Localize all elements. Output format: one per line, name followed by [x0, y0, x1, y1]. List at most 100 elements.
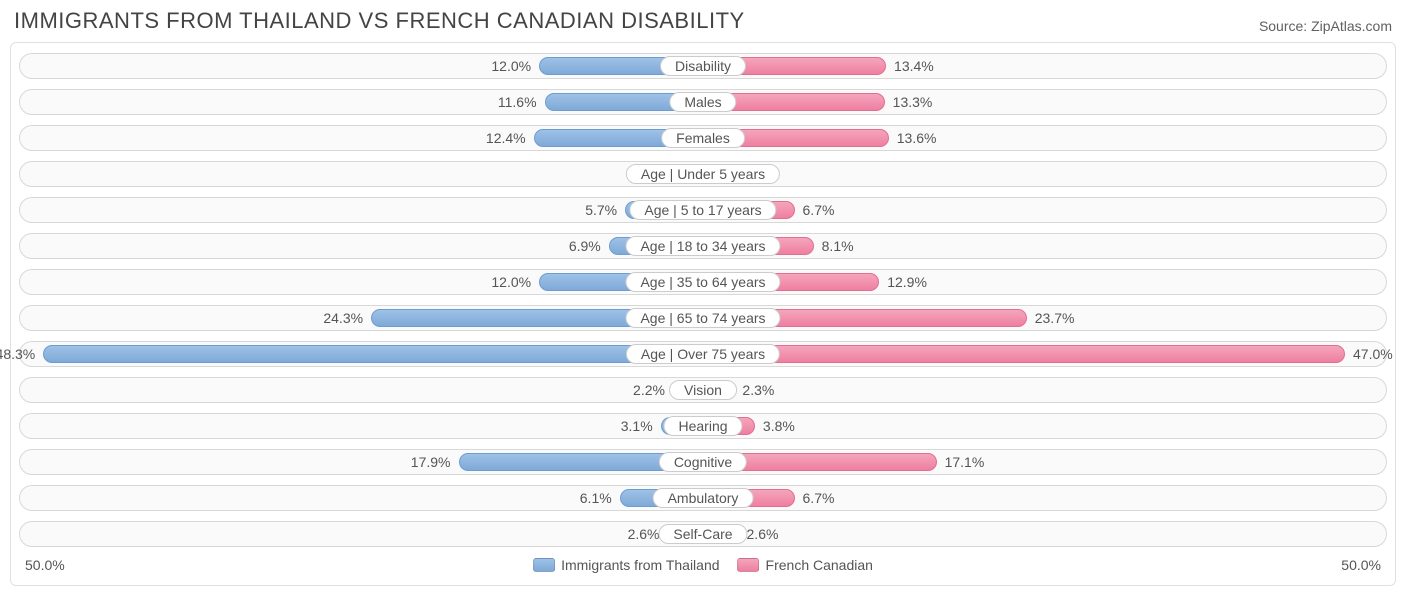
row-half-left: 24.3%: [20, 306, 703, 330]
legend-item-right: French Canadian: [738, 557, 873, 573]
legend-item-left: Immigrants from Thailand: [533, 557, 719, 573]
row-half-right: 6.7%: [703, 198, 1386, 222]
pct-right: 13.4%: [894, 58, 934, 74]
row-half-right: 23.7%: [703, 306, 1386, 330]
row-label: Age | 65 to 74 years: [625, 308, 780, 328]
pct-right: 6.7%: [803, 490, 835, 506]
pct-right: 13.6%: [897, 130, 937, 146]
row-half-right: 13.3%: [703, 90, 1386, 114]
pct-left: 6.1%: [580, 490, 612, 506]
pct-left: 12.0%: [491, 58, 531, 74]
chart-row: 17.9% 17.1% Cognitive: [19, 449, 1387, 475]
row-half-left: 1.2%: [20, 162, 703, 186]
pct-right: 3.8%: [763, 418, 795, 434]
pct-left: 24.3%: [323, 310, 363, 326]
row-half-left: 11.6%: [20, 90, 703, 114]
row-label: Disability: [660, 56, 746, 76]
pct-right: 23.7%: [1035, 310, 1075, 326]
row-half-left: 12.4%: [20, 126, 703, 150]
row-half-left: 6.9%: [20, 234, 703, 258]
row-half-right: 8.1%: [703, 234, 1386, 258]
pct-right: 12.9%: [887, 274, 927, 290]
row-label: Vision: [669, 380, 737, 400]
row-half-right: 17.1%: [703, 450, 1386, 474]
row-half-left: 12.0%: [20, 270, 703, 294]
chart-row: 12.4% 13.6% Females: [19, 125, 1387, 151]
pct-left: 2.6%: [628, 526, 660, 542]
source-name: ZipAtlas.com: [1311, 18, 1392, 34]
chart-footer: 50.0% Immigrants from Thailand French Ca…: [19, 553, 1387, 575]
pct-left: 11.6%: [498, 94, 537, 110]
chart-row: 48.3%47.0%Age | Over 75 years: [19, 341, 1387, 367]
row-half-right: 2.3%: [703, 378, 1386, 402]
rows-container: 12.0% 13.4% Disability 11.6% 13.3% Males 12.4%…: [19, 53, 1387, 547]
row-half-right: 6.7%: [703, 486, 1386, 510]
chart-row: 5.7% 6.7% Age | 5 to 17 years: [19, 197, 1387, 223]
row-label: Hearing: [663, 416, 742, 436]
pct-right: 13.3%: [893, 94, 933, 110]
pct-left: 2.2%: [633, 382, 665, 398]
bar-left: [43, 345, 703, 363]
pct-left: 3.1%: [621, 418, 653, 434]
row-half-right: 12.9%: [703, 270, 1386, 294]
source-attrib: Source: ZipAtlas.com: [1259, 18, 1392, 34]
pct-right: 47.0%: [1353, 346, 1393, 362]
page-title: IMMIGRANTS FROM THAILAND VS FRENCH CANAD…: [14, 8, 745, 34]
row-half-right: 13.6%: [703, 126, 1386, 150]
header: IMMIGRANTS FROM THAILAND VS FRENCH CANAD…: [10, 8, 1396, 42]
row-half-left: 48.3%: [20, 342, 703, 366]
scale-label-right: 50.0%: [1341, 557, 1381, 573]
row-label: Age | 18 to 34 years: [625, 236, 780, 256]
row-label: Females: [661, 128, 745, 148]
pct-right: 2.3%: [742, 382, 774, 398]
row-half-left: 2.6%: [20, 522, 703, 546]
pct-left: 6.9%: [569, 238, 601, 254]
chart-row: 2.2% 2.3% Vision: [19, 377, 1387, 403]
row-label: Age | Under 5 years: [626, 164, 780, 184]
pct-right: 2.6%: [747, 526, 779, 542]
chart-row: 11.6% 13.3% Males: [19, 89, 1387, 115]
row-half-right: 2.6%: [703, 522, 1386, 546]
row-half-right: 1.9%: [703, 162, 1386, 186]
legend: Immigrants from Thailand French Canadian: [533, 557, 873, 573]
pct-left: 12.4%: [486, 130, 526, 146]
row-label: Ambulatory: [653, 488, 754, 508]
row-half-left: 3.1%: [20, 414, 703, 438]
pct-left: 48.3%: [0, 346, 35, 362]
row-half-left: 12.0%: [20, 54, 703, 78]
bar-right: [703, 345, 1345, 363]
row-half-left: 17.9%: [20, 450, 703, 474]
row-half-left: 6.1%: [20, 486, 703, 510]
swatch-left: [533, 558, 555, 572]
chart-row: 6.1% 6.7% Ambulatory: [19, 485, 1387, 511]
row-half-left: 2.2%: [20, 378, 703, 402]
source-prefix: Source:: [1259, 18, 1311, 34]
row-label: Self-Care: [658, 524, 747, 544]
pct-right: 8.1%: [822, 238, 854, 254]
legend-label-right: French Canadian: [766, 557, 873, 573]
row-half-right: 3.8%: [703, 414, 1386, 438]
chart-row: 12.0% 12.9% Age | 35 to 64 years: [19, 269, 1387, 295]
row-half-right: 47.0%: [703, 342, 1386, 366]
row-label: Age | 5 to 17 years: [629, 200, 776, 220]
swatch-right: [738, 558, 760, 572]
chart-row: 1.2%1.9%Age | Under 5 years: [19, 161, 1387, 187]
pct-left: 5.7%: [585, 202, 617, 218]
row-label: Age | Over 75 years: [626, 344, 780, 364]
pct-right: 17.1%: [945, 454, 985, 470]
row-label: Age | 35 to 64 years: [625, 272, 780, 292]
row-label: Cognitive: [659, 452, 747, 472]
scale-label-left: 50.0%: [25, 557, 65, 573]
chart-row: 6.9% 8.1% Age | 18 to 34 years: [19, 233, 1387, 259]
pct-right: 6.7%: [803, 202, 835, 218]
legend-label-left: Immigrants from Thailand: [561, 557, 719, 573]
row-label: Males: [669, 92, 736, 112]
chart-row: 12.0% 13.4% Disability: [19, 53, 1387, 79]
row-half-right: 13.4%: [703, 54, 1386, 78]
row-half-left: 5.7%: [20, 198, 703, 222]
pct-left: 17.9%: [411, 454, 451, 470]
pct-left: 12.0%: [491, 274, 531, 290]
chart-row: 3.1% 3.8% Hearing: [19, 413, 1387, 439]
chart-area: 12.0% 13.4% Disability 11.6% 13.3% Males 12.4%…: [10, 42, 1396, 586]
chart-row: 2.6% 2.6%Self-Care: [19, 521, 1387, 547]
